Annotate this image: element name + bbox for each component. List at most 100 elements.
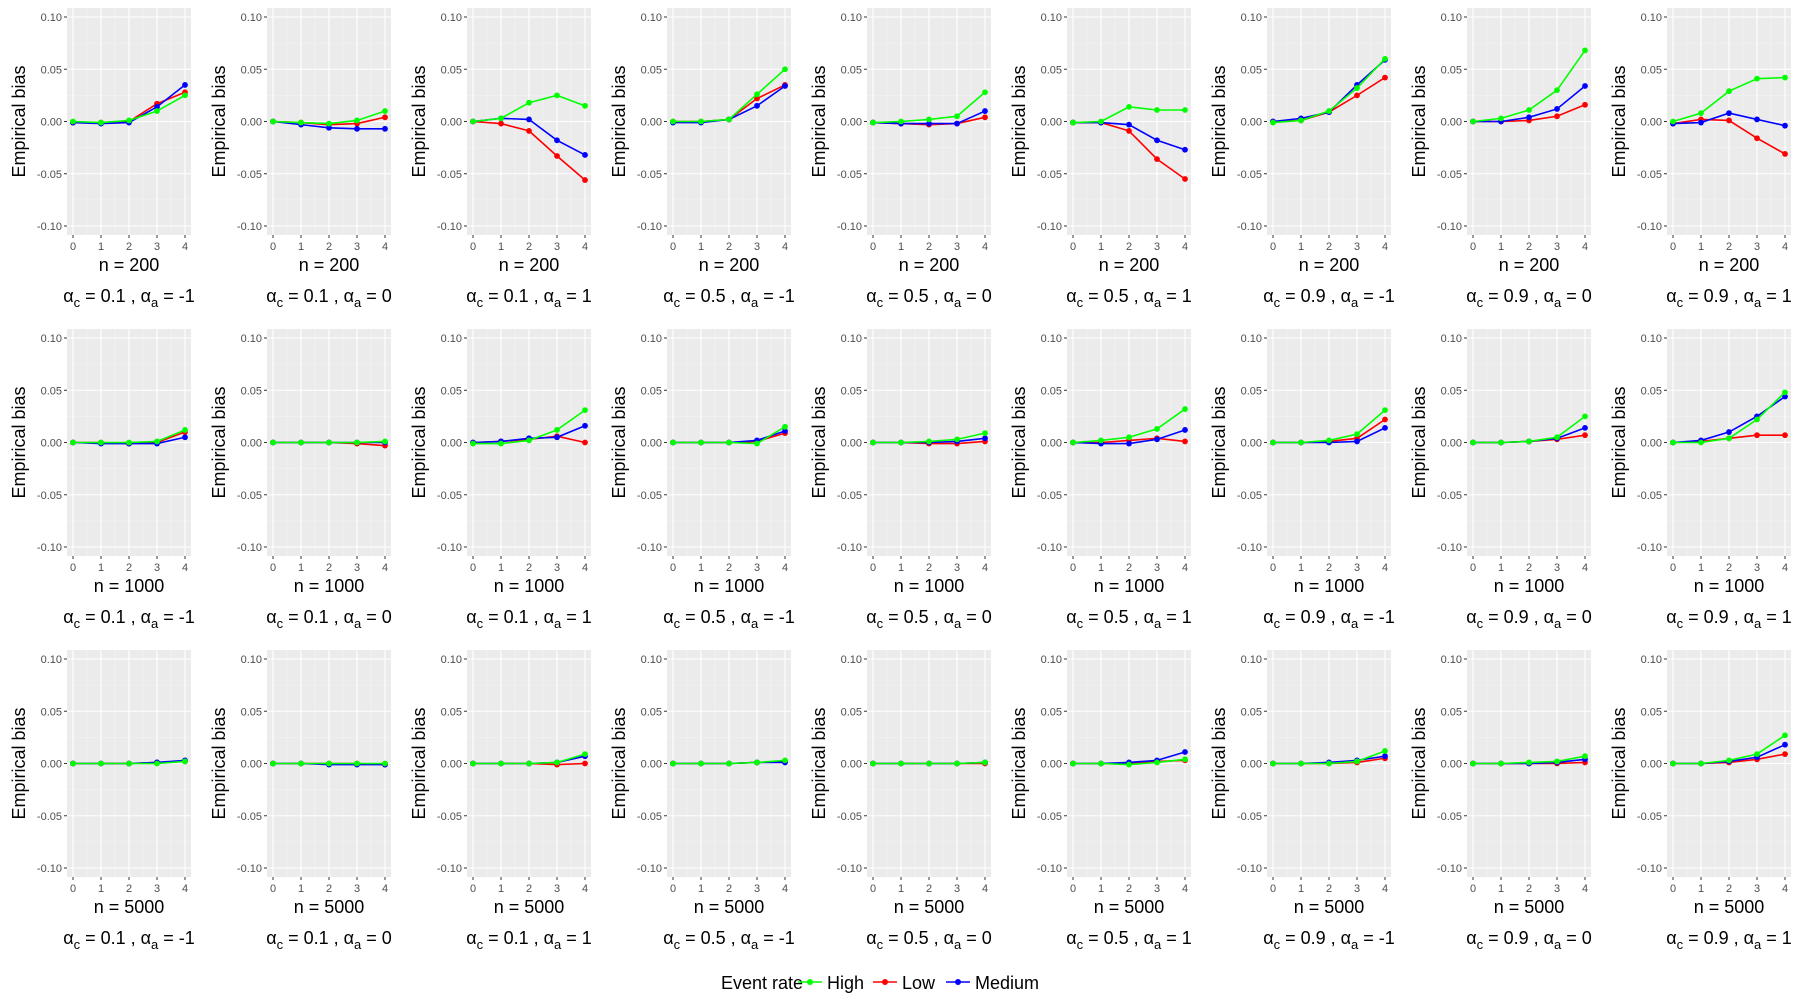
data-point-low — [1754, 135, 1760, 142]
x-tick-label: 2 — [1326, 241, 1332, 253]
data-point-low — [1754, 432, 1760, 439]
data-point-high — [898, 118, 904, 125]
x-tick-label: 2 — [926, 241, 932, 253]
x-tick-label: 3 — [754, 883, 760, 895]
x-tick-label: 2 — [326, 562, 332, 574]
x-axis-title: n = 5000 — [294, 897, 365, 917]
y-tick-label: -0.10 — [837, 863, 862, 875]
y-tick-label: 0.10 — [1641, 654, 1662, 666]
y-tick-label: 0.10 — [1241, 654, 1262, 666]
data-point-high — [554, 759, 560, 766]
x-axis-title: n = 1000 — [1694, 576, 1765, 596]
y-tick-label: -0.10 — [437, 221, 462, 233]
x-tick-label: 4 — [182, 883, 188, 895]
y-axis-title: Empirical bias — [1409, 65, 1429, 177]
y-tick-label: -0.05 — [37, 811, 62, 823]
x-tick-label: 4 — [582, 241, 588, 253]
data-point-high — [1526, 438, 1532, 445]
y-axis-title: Empirical bias — [1209, 65, 1229, 177]
x-tick-label: 0 — [870, 562, 876, 574]
y-tick-label: -0.10 — [1037, 863, 1062, 875]
x-tick-label: 4 — [982, 883, 988, 895]
panel: 0.10 0.05 0.00 -0.05 -0.10 0 1 2 3 4 Empirical bia… — [1409, 650, 1592, 952]
x-tick-label: 3 — [1354, 241, 1360, 253]
x-axis-title: n = 5000 — [894, 897, 965, 917]
x-tick-label: 4 — [982, 562, 988, 574]
x-tick-label: 4 — [382, 562, 388, 574]
data-point-high — [1754, 416, 1760, 423]
data-point-high — [70, 118, 76, 125]
y-tick-label: -0.10 — [1437, 221, 1462, 233]
x-tick-label: 0 — [1670, 241, 1676, 253]
legend-label: High — [827, 973, 864, 993]
x-tick-label: 3 — [1754, 241, 1760, 253]
panel-parameter-label: αc = 0.1 , αa = -1 — [63, 928, 195, 952]
data-point-low — [1782, 751, 1788, 757]
data-point-high — [782, 66, 788, 73]
panel-parameter-label: αc = 0.5 , αa = 1 — [1066, 607, 1192, 631]
y-tick-label: -0.05 — [637, 811, 662, 823]
data-point-high — [470, 760, 476, 767]
panel: 0.10 0.05 0.00 -0.05 -0.10 0 1 2 3 4 Empirical bia… — [209, 650, 392, 952]
y-tick-label: -0.05 — [837, 169, 862, 181]
x-axis-title: n = 1000 — [294, 576, 365, 596]
data-point-high — [1726, 757, 1732, 764]
data-point-high — [1554, 758, 1560, 765]
x-tick-label: 1 — [1298, 883, 1304, 895]
y-tick-label: 0.10 — [1641, 333, 1662, 345]
y-tick-label: 0.05 — [441, 385, 462, 397]
y-tick-label: 0.05 — [441, 64, 462, 76]
panel-parameter-label: αc = 0.9 , αa = -1 — [1263, 928, 1395, 952]
data-point-medium — [1354, 438, 1360, 445]
data-point-medium — [182, 82, 188, 88]
x-tick-label: 2 — [126, 241, 132, 253]
panel: 0.10 0.05 0.00 -0.05 -0.10 0 1 2 3 4 Empirical bia… — [1209, 650, 1395, 952]
panel-parameter-label: αc = 0.5 , αa = 1 — [1066, 928, 1192, 952]
data-point-high — [182, 758, 188, 765]
data-point-low — [1726, 117, 1732, 124]
y-tick-label: 0.10 — [1441, 654, 1462, 666]
y-tick-label: -0.10 — [1037, 221, 1062, 233]
data-point-high — [926, 116, 932, 123]
x-axis-title: n = 200 — [1699, 255, 1760, 275]
y-tick-label: 0.00 — [441, 117, 462, 129]
y-tick-label: -0.05 — [637, 169, 662, 181]
legend-title: Event rate — [721, 973, 803, 993]
x-tick-label: 2 — [526, 883, 532, 895]
x-tick-label: 1 — [298, 241, 304, 253]
data-point-medium — [1154, 137, 1160, 144]
y-tick-label: 0.05 — [841, 706, 862, 718]
x-tick-label: 4 — [1382, 241, 1388, 253]
legend-item-low: Low — [873, 973, 936, 993]
data-point-high — [154, 108, 160, 114]
x-axis-title: n = 1000 — [694, 576, 765, 596]
x-tick-label: 4 — [782, 883, 788, 895]
data-point-high — [354, 117, 360, 124]
x-axis-title: n = 200 — [899, 255, 960, 275]
y-tick-label: 0.05 — [1441, 706, 1462, 718]
data-point-high — [326, 760, 332, 767]
y-tick-label: -0.05 — [1037, 490, 1062, 502]
data-point-high — [182, 427, 188, 433]
data-point-low — [1382, 74, 1388, 81]
legend-key-point — [807, 979, 813, 985]
y-tick-label: -0.05 — [1437, 811, 1462, 823]
x-tick-label: 2 — [926, 562, 932, 574]
data-point-high — [1698, 110, 1704, 117]
data-point-high — [670, 439, 676, 446]
x-tick-label: 1 — [1498, 562, 1504, 574]
data-point-high — [1526, 107, 1532, 113]
x-axis-title: n = 200 — [1499, 255, 1560, 275]
data-point-high — [870, 119, 876, 126]
data-point-high — [670, 118, 676, 125]
y-axis-title: Empirical bias — [1209, 386, 1229, 498]
y-tick-label: 0.00 — [41, 117, 62, 129]
data-point-medium — [554, 137, 560, 144]
y-tick-label: -0.10 — [637, 863, 662, 875]
data-point-medium — [1182, 146, 1188, 153]
x-tick-label: 4 — [182, 241, 188, 253]
data-point-high — [1270, 760, 1276, 767]
y-tick-label: 0.10 — [1241, 333, 1262, 345]
data-point-low — [382, 114, 388, 121]
x-tick-label: 4 — [1582, 562, 1588, 574]
